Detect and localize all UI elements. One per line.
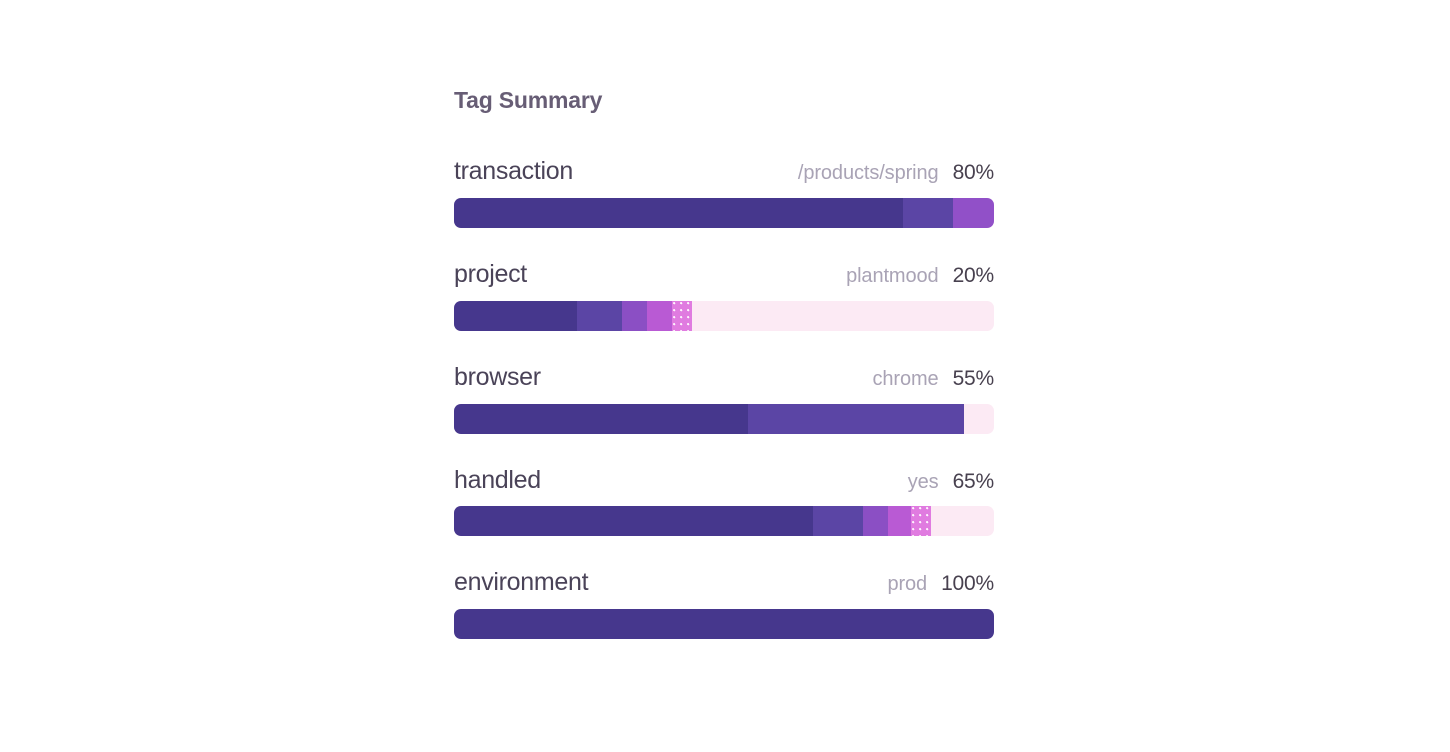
tag-top-value[interactable]: chrome xyxy=(872,367,939,390)
tag-key-label[interactable]: handled xyxy=(454,465,541,494)
tag-distribution-bar[interactable] xyxy=(454,403,994,434)
bar-segment[interactable] xyxy=(454,506,814,537)
tag-distribution-bar[interactable] xyxy=(454,506,994,537)
bar-segment[interactable] xyxy=(454,300,578,331)
tag-row-header: project plantmood 20% xyxy=(454,260,994,289)
tag-row[interactable]: environment prod 100% xyxy=(454,568,994,640)
tag-row[interactable]: project plantmood 20% xyxy=(454,260,994,331)
tag-percent-label: 65% xyxy=(952,469,995,493)
tag-percent-label: 55% xyxy=(952,366,995,390)
tag-top-value[interactable]: prod xyxy=(887,573,928,596)
tag-distribution-bar[interactable] xyxy=(454,198,994,229)
tag-percent-label: 100% xyxy=(941,572,994,596)
tag-key-label[interactable]: environment xyxy=(454,568,589,597)
tag-row-metrics: yes 65% xyxy=(908,470,994,494)
tag-row-header: environment prod 100% xyxy=(454,568,994,597)
tag-top-value[interactable]: plantmood xyxy=(846,265,939,288)
bar-segment[interactable] xyxy=(646,300,672,331)
tag-row-header: browser chrome 55% xyxy=(454,363,994,392)
tag-row[interactable]: transaction/products/spring 80% xyxy=(454,157,994,229)
tag-row-metrics: plantmood 20% xyxy=(846,264,994,288)
bar-segment[interactable] xyxy=(454,403,748,434)
bar-segment[interactable] xyxy=(621,300,647,331)
tag-row[interactable]: browser chrome 55% xyxy=(454,363,994,434)
bar-segment[interactable] xyxy=(903,198,953,229)
tag-row-metrics: /products/spring 80% xyxy=(798,161,994,185)
tag-distribution-bar[interactable] xyxy=(454,300,994,331)
tag-row-list: transaction/products/spring 80% project pla… xyxy=(454,157,994,640)
tag-percent-label: 20% xyxy=(952,264,995,288)
tag-row-header: transaction/products/spring 80% xyxy=(454,157,994,186)
tag-top-value[interactable]: yes xyxy=(907,470,939,493)
tag-summary-panel: Tag Summary transaction/products/spring 8… xyxy=(454,87,994,640)
tag-key-label[interactable]: transaction xyxy=(454,157,573,186)
bar-segment-other[interactable] xyxy=(671,300,692,331)
bar-segment-other[interactable] xyxy=(911,506,932,537)
bar-segment[interactable] xyxy=(813,506,864,537)
tag-top-value[interactable]: /products/spring xyxy=(797,162,939,185)
tag-key-label[interactable]: project xyxy=(454,260,527,289)
bar-segment[interactable] xyxy=(888,506,912,537)
tag-row-metrics: chrome 55% xyxy=(872,367,994,391)
bar-segment[interactable] xyxy=(454,609,994,640)
bar-segment[interactable] xyxy=(747,403,964,434)
bar-segment[interactable] xyxy=(577,300,622,331)
tag-key-label[interactable]: browser xyxy=(454,362,541,391)
bar-segment[interactable] xyxy=(863,506,889,537)
tag-row-header: handled yes 65% xyxy=(454,466,994,495)
bar-segment[interactable] xyxy=(952,198,994,229)
page-title: Tag Summary xyxy=(454,87,603,113)
tag-row-metrics: prod 100% xyxy=(887,572,994,596)
tag-percent-label: 80% xyxy=(952,161,995,185)
tag-distribution-bar[interactable] xyxy=(454,609,994,640)
tag-row[interactable]: handled yes 65% xyxy=(454,466,994,537)
bar-segment[interactable] xyxy=(454,198,904,229)
